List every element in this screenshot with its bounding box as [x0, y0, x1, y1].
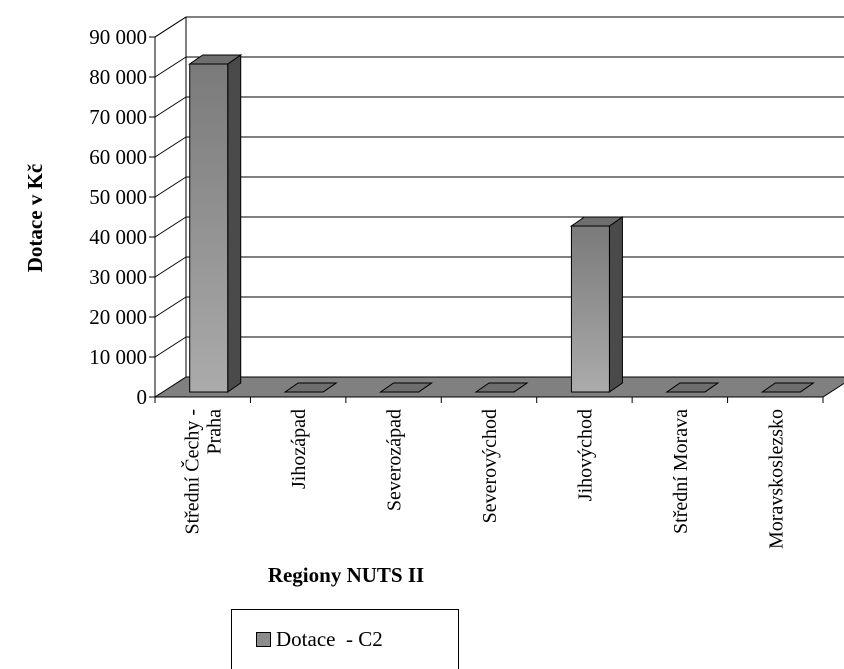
y-tick-label: 90 000: [89, 25, 147, 49]
y-tick-label: 20 000: [89, 305, 147, 329]
bar-top: [378, 382, 434, 393]
axis-lines: [149, 16, 824, 403]
bar: [474, 382, 529, 393]
gridline-side: [154, 176, 187, 198]
bar-top: [760, 382, 815, 393]
x-category-label: Střední Čechy -: [180, 409, 204, 535]
bar-front: [189, 63, 229, 393]
y-tick-label: 50 000: [89, 185, 147, 209]
y-tick-label: 0: [137, 385, 148, 409]
x-category-label: Severovýchod: [479, 409, 501, 523]
bar-top: [283, 382, 338, 393]
gridline-side: [154, 216, 187, 238]
legend-swatch: [256, 632, 271, 647]
bars: [188, 54, 815, 393]
x-axis-title: Regiony NUTS II: [268, 563, 424, 587]
y-tick-label: 70 000: [89, 105, 147, 129]
plot-back-wall: [154, 16, 844, 377]
x-category-label: Jihovýchod: [574, 409, 596, 501]
y-tick-label: 40 000: [89, 225, 147, 249]
bar: [188, 54, 243, 393]
bar-side: [227, 54, 242, 393]
gridline-side: [154, 136, 187, 158]
bar-top: [474, 382, 529, 393]
bar-top: [665, 382, 720, 393]
y-axis-title: Dotace v Kč: [23, 164, 47, 272]
y-tick-label: 80 000: [89, 65, 147, 89]
gridline-side: [154, 296, 187, 318]
x-category-label: Praha: [204, 409, 226, 455]
bar-front: [570, 225, 610, 393]
bar: [378, 382, 434, 393]
bar: [569, 216, 625, 393]
y-tick-label: 60 000: [89, 145, 147, 169]
gridline-side: [154, 96, 187, 118]
x-category-label: Střední Morava: [670, 409, 692, 534]
bar: [760, 382, 815, 393]
y-tick-label: 30 000: [89, 265, 147, 289]
x-category-labels: Střední Čechy - Praha Jihozápad Severozápad…: [180, 409, 788, 549]
legend: Dotace - C2: [231, 609, 459, 669]
y-tick-labels: 0 10 000 20 000 30 000 40 000 50 000 60 000 70 …: [89, 25, 147, 409]
gridline-side: [154, 336, 187, 358]
bar-side: [608, 216, 623, 393]
legend-label: Dotace - C2: [276, 627, 383, 651]
x-category-label: Severozápad: [384, 409, 406, 511]
bar: [665, 382, 720, 393]
x-category-label: Jihozápad: [288, 409, 310, 489]
bar-chart: 0 10 000 20 000 30 000 40 000 50 000 60 000 70 …: [23, 16, 844, 587]
gridline-side: [154, 56, 187, 78]
gridline-side: [154, 256, 187, 278]
top-side-edge: [154, 16, 187, 38]
y-tick-label: 10 000: [89, 345, 147, 369]
bar: [283, 382, 338, 393]
x-category-label: Moravskoslezsko: [765, 409, 787, 549]
